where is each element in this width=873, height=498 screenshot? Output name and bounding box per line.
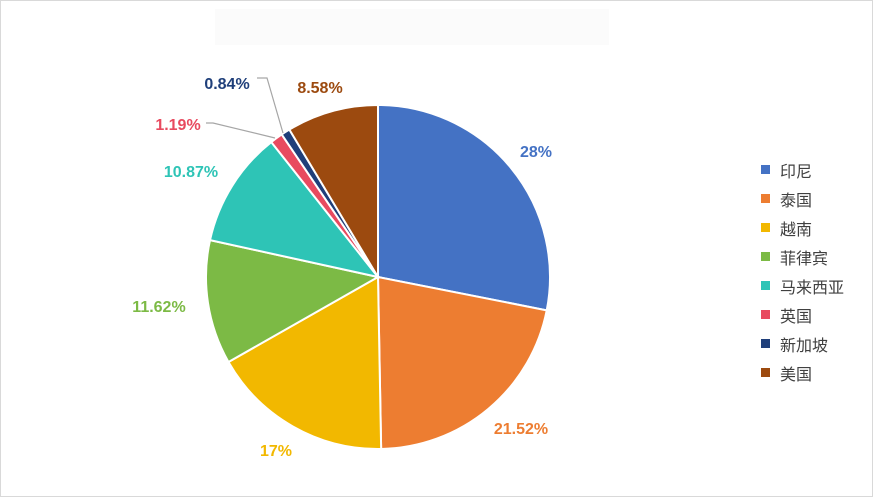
legend-label: 英国 (780, 306, 813, 326)
leader-line-7 (257, 77, 284, 134)
data-label-5: 10.87% (164, 164, 218, 181)
pie-slice-1 (377, 103, 551, 312)
data-label-2: 21.52% (494, 421, 548, 438)
pie-slices (205, 103, 551, 450)
pie-slice-5 (208, 140, 381, 279)
data-label-1: 28% (520, 144, 552, 161)
legend: 印尼泰国越南菲律宾马来西亚英国新加坡美国 (761, 155, 871, 387)
legend-swatch (761, 281, 770, 290)
legend-item-8: 美国 (761, 358, 871, 387)
data-label-8: 8.58% (297, 80, 342, 97)
legend-swatch (761, 252, 770, 261)
data-labels: 28% 21.52% 17% 11.62% 10.87% 1.19% 0.84% 8.58% (132, 76, 552, 460)
legend-item-4: 菲律宾 (761, 242, 871, 271)
legend-swatch (761, 368, 770, 377)
legend-swatch (761, 310, 770, 319)
data-label-6: 1.19% (155, 117, 200, 134)
pie-slice-4 (205, 238, 381, 364)
chart-title-area (215, 9, 609, 45)
legend-swatch (761, 339, 770, 348)
legend-label: 越南 (780, 219, 813, 239)
legend-item-1: 印尼 (761, 155, 871, 184)
legend-item-7: 新加坡 (761, 329, 871, 358)
legend-swatch (761, 165, 770, 174)
legend-label: 美国 (780, 364, 813, 384)
legend-swatch (761, 223, 770, 232)
legend-label: 泰国 (780, 190, 813, 210)
legend-label: 印尼 (780, 161, 813, 181)
leader-line-6 (206, 122, 276, 139)
legend-label: 菲律宾 (780, 248, 829, 268)
pie-slice-8 (288, 103, 379, 281)
data-label-3: 17% (260, 443, 292, 460)
legend-swatch (761, 194, 770, 203)
data-label-7: 0.84% (204, 76, 249, 93)
leader-lines (206, 77, 284, 139)
pie-slice-3 (227, 275, 383, 450)
legend-item-5: 马来西亚 (761, 271, 871, 300)
pie-slice-2 (376, 275, 548, 450)
legend-item-2: 泰国 (761, 184, 871, 213)
data-label-4: 11.62% (132, 299, 185, 316)
legend-label: 马来西亚 (780, 277, 845, 297)
legend-item-6: 英国 (761, 300, 871, 329)
legend-item-3: 越南 (761, 213, 871, 242)
legend-label: 新加坡 (780, 335, 829, 355)
